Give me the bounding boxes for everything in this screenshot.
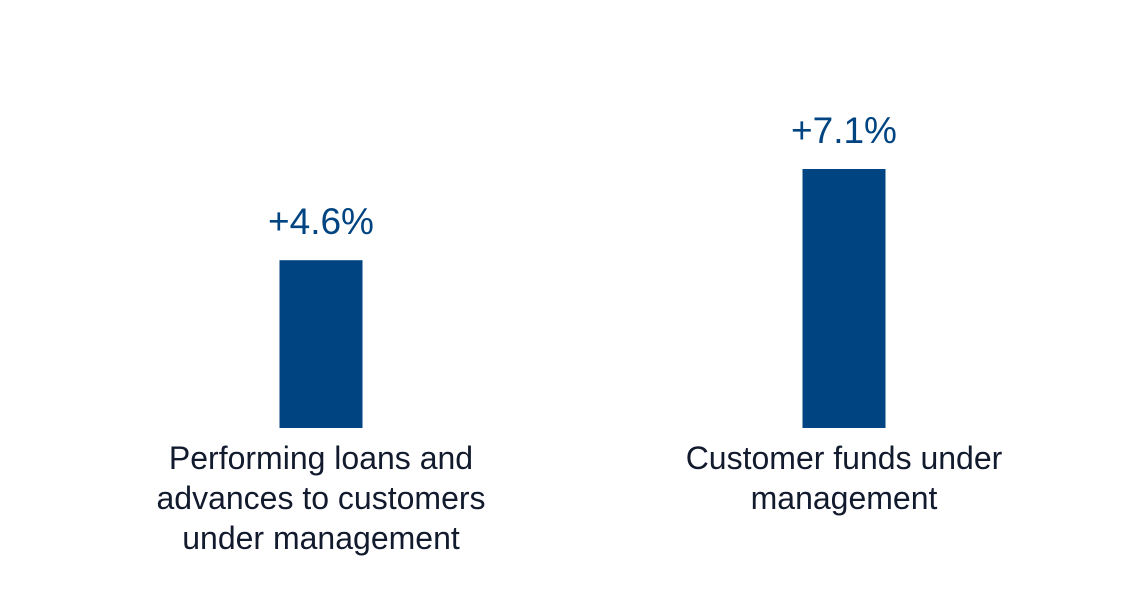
bar [279,260,363,428]
category-label: Customer funds under management [685,440,1003,516]
bar [802,169,886,428]
category-label: Performing loans and advances to custome… [156,440,486,556]
value-label: +4.6% [268,201,374,242]
value-label: +7.1% [791,110,897,151]
